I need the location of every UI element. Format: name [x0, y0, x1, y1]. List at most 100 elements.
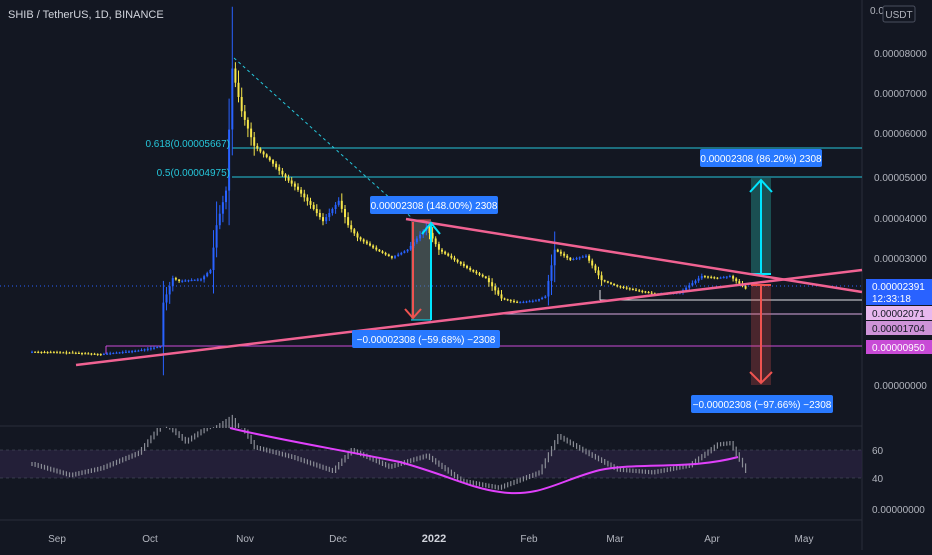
ascending-trendline[interactable]	[75, 268, 863, 367]
candle-body	[738, 281, 741, 284]
candle-body	[494, 286, 497, 291]
candle-body	[544, 296, 547, 298]
arrow-down-left[interactable]	[404, 222, 422, 320]
candle-body	[356, 233, 359, 238]
currency-badge[interactable]	[882, 5, 916, 23]
candle-body	[52, 352, 55, 354]
candle-body	[547, 280, 550, 297]
arrow-up-left[interactable]	[421, 221, 441, 320]
candle-body	[475, 271, 478, 274]
candle-body	[500, 294, 503, 299]
rsi-tick-60: 60	[872, 446, 884, 457]
candle-body	[281, 170, 284, 175]
candle-body	[156, 347, 159, 349]
measure-label-down-right[interactable]: −0.00002308 (−97.66%) −2308	[691, 395, 833, 413]
candle-body	[588, 255, 591, 261]
candlestick-series	[31, 6, 747, 376]
candle-body	[65, 352, 68, 354]
candle-body	[728, 276, 731, 278]
candle-body	[431, 232, 434, 239]
time-label-sep: Sep	[48, 534, 66, 545]
candle-body	[525, 301, 528, 303]
candle-body	[707, 276, 709, 278]
price-axis: 0.0 USDT 0.00008000 0.00007000 0.0000600…	[866, 5, 932, 392]
candle-body	[594, 265, 597, 271]
measure-box-down-left[interactable]	[411, 220, 431, 320]
fib-0618-label: 0.618(0.00005667)	[145, 139, 230, 150]
rsi-tick-40: 40	[872, 474, 884, 485]
candle-body	[90, 353, 93, 355]
candle-body	[312, 204, 315, 209]
candle-body	[206, 273, 209, 277]
candle-body	[128, 351, 130, 353]
candle-body	[290, 180, 293, 184]
candle-body	[735, 278, 738, 282]
candle-body	[647, 292, 650, 294]
price-tick: 0.00008000	[874, 49, 927, 60]
last-price-value: 0.00002391	[872, 282, 925, 293]
candle-body	[484, 276, 487, 279]
candle-body	[610, 282, 612, 284]
candle-body	[369, 243, 371, 246]
candle-body	[619, 286, 622, 288]
candle-body	[153, 347, 155, 349]
measure-box-up-left[interactable]	[411, 220, 431, 320]
arrow-up-right[interactable]	[749, 178, 773, 274]
price-tick: 0.00005000	[874, 173, 927, 184]
candle-body	[744, 286, 747, 289]
candle-body	[541, 297, 544, 300]
rsi-moving-average	[229, 427, 739, 495]
candle-body	[710, 276, 713, 278]
price-tick: 0.00007000	[874, 89, 927, 100]
candle-body	[112, 353, 115, 354]
candle-body	[481, 274, 484, 277]
candle-body	[691, 283, 694, 286]
measure-label-down-right-text: −0.00002308 (−97.66%) −2308	[693, 400, 832, 411]
candle-body	[732, 276, 735, 279]
measure-label-up-left[interactable]: 0.00002308 (148.00%) 2308	[370, 196, 498, 214]
candle-body	[603, 280, 606, 282]
candle-body	[287, 177, 290, 181]
measure-label-down-left[interactable]: −0.00002308 (−59.68%) −2308	[352, 330, 500, 348]
level-b-value: 0.00001704	[872, 324, 925, 335]
candle-body	[506, 299, 509, 301]
candle-body	[387, 254, 390, 257]
fib-anchor-line[interactable]	[233, 57, 413, 219]
candle-body	[171, 278, 174, 287]
descending-trendline[interactable]	[405, 217, 863, 294]
candle-body	[697, 278, 700, 281]
time-label-mar: Mar	[606, 534, 624, 545]
time-label-oct: Oct	[142, 534, 158, 545]
candle-body	[43, 352, 46, 353]
candle-body	[406, 249, 409, 252]
candle-body	[168, 286, 171, 295]
time-label-feb: Feb	[520, 534, 538, 545]
candle-body	[315, 209, 318, 214]
candle-body	[165, 294, 168, 303]
measure-label-down-left-text: −0.00002308 (−59.68%) −2308	[357, 335, 496, 346]
candle-body	[469, 268, 472, 270]
rsi-series	[31, 414, 747, 490]
candle-body	[200, 279, 202, 281]
candle-body	[140, 350, 143, 351]
candle-body	[559, 251, 562, 254]
candle-body	[221, 202, 224, 214]
candle-body	[174, 278, 177, 280]
candle-body	[347, 217, 350, 226]
candle-body	[644, 291, 647, 293]
candle-body	[334, 204, 337, 209]
arrow-down-right[interactable]	[749, 285, 773, 385]
candle-body	[337, 200, 340, 205]
candle-body	[259, 148, 262, 152]
measure-label-down-left-bg	[352, 330, 500, 348]
rsi-bottom-label: 0.00000000	[872, 505, 925, 516]
candle-body	[68, 352, 71, 354]
level-c-tag	[866, 340, 932, 354]
candle-body	[196, 279, 199, 281]
measure-label-up-right[interactable]: 0.00002308 (86.20%) 2308	[700, 149, 822, 167]
candle-body	[459, 261, 462, 264]
candle-body	[578, 257, 581, 259]
candle-body	[597, 270, 600, 276]
candle-body	[340, 200, 343, 209]
